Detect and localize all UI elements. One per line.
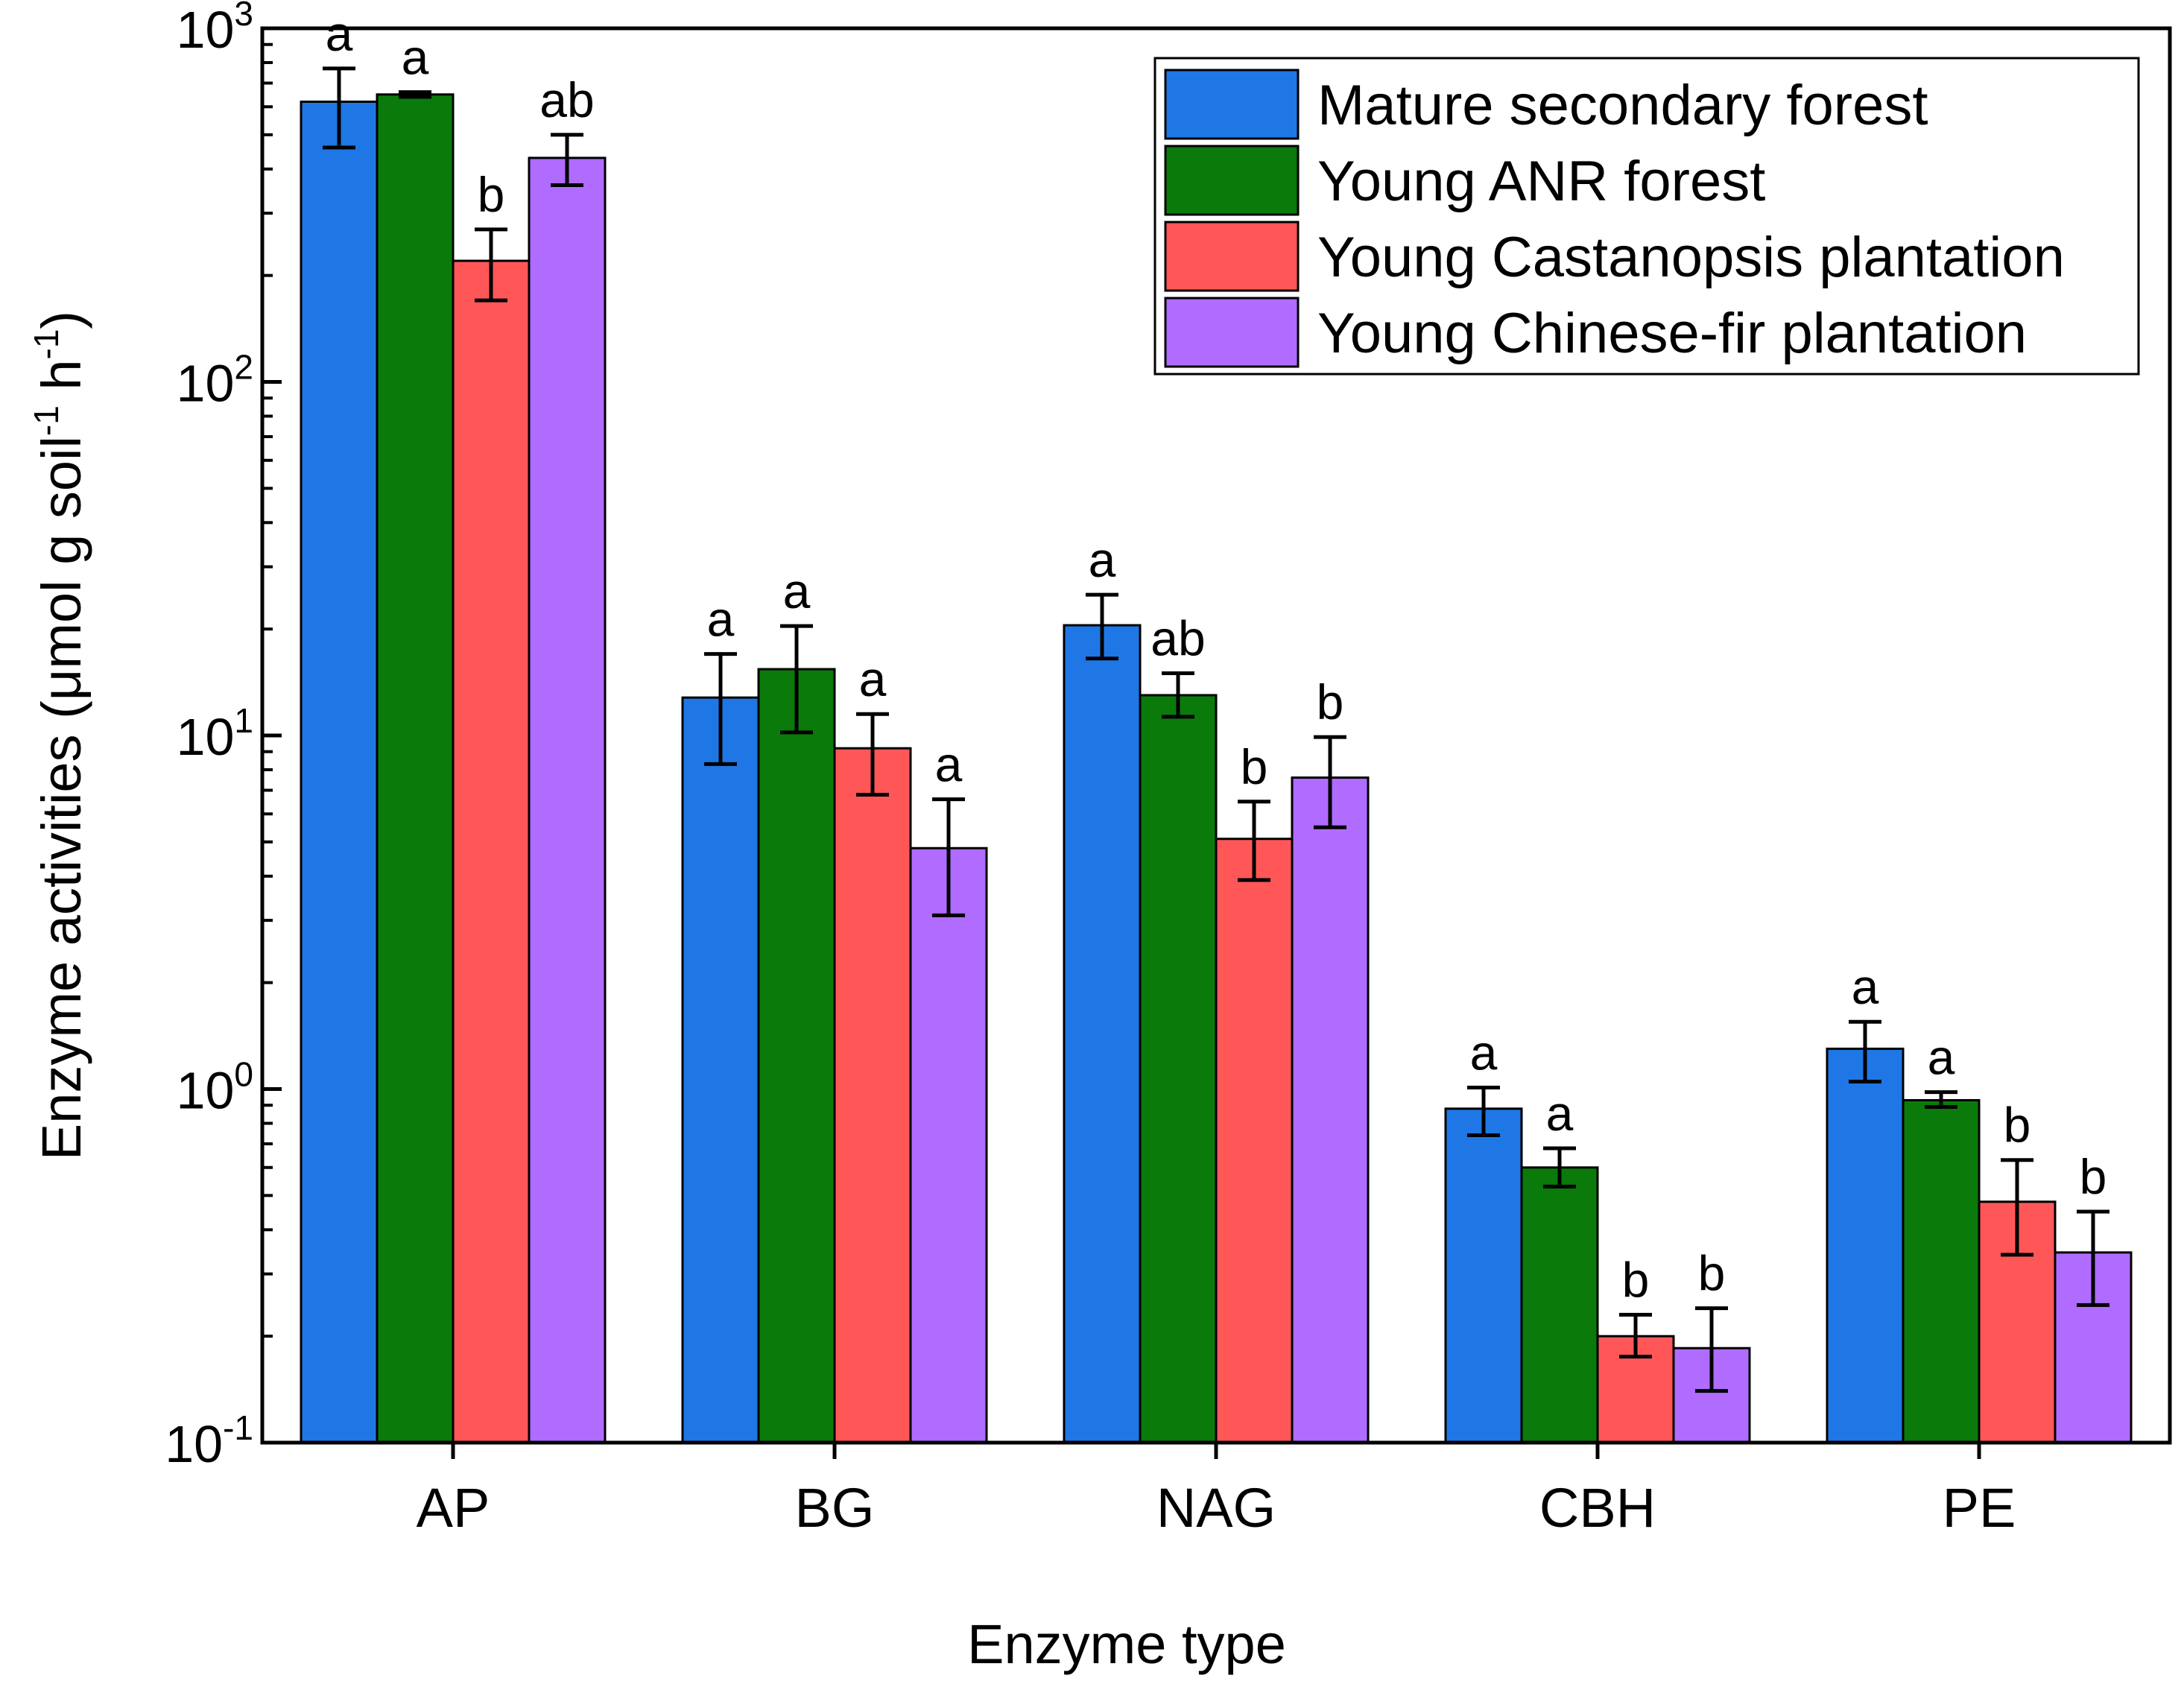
bar-nag-young-chinese-fir-plantation [1291, 776, 1370, 1444]
bar-nag-young-castanopsis-plantation [1215, 838, 1294, 1444]
x-tick-label-nag: NAG [1156, 1477, 1276, 1539]
error-bars-layer [323, 66, 2109, 1393]
bar-pe-young-anr-forest [1902, 1098, 1981, 1444]
significance-letter-nag-young-castanopsis-plantation: b [1241, 739, 1268, 794]
bar-ap-young-anr-forest [376, 93, 455, 1444]
x-axis: AP BG NAG CBH PE [417, 1443, 2016, 1539]
bar-ap-mature-secondary-forest [300, 101, 379, 1444]
y-axis-title-main: Enzyme activities (μmol g soil [31, 436, 92, 1160]
legend: Mature secondary forest Young ANR forest Y… [1153, 57, 2140, 376]
significance-letter-pe-young-anr-forest: a [1928, 1030, 1955, 1085]
y-tick-label-base: 10 [177, 1062, 235, 1120]
significance-letter-nag-young-chinese-fir-plantation: b [1317, 674, 1344, 730]
significance-letter-bg-mature-secondary-forest: a [707, 592, 735, 647]
y-tick-label: 103 [177, 0, 253, 59]
bar-cbh-mature-secondary-forest [1444, 1107, 1523, 1444]
significance-letter-cbh-mature-secondary-forest: a [1470, 1025, 1498, 1080]
y-tick-label-base: 10 [177, 355, 235, 413]
y-tick-label: 100 [177, 1055, 253, 1120]
legend-swatch-young-castanopsis-plantation [1164, 221, 1300, 292]
y-axis-title-end: ) [31, 311, 92, 329]
y-tick-label-exponent: 0 [234, 1055, 253, 1094]
y-axis-title-sup2: -1 [27, 329, 66, 360]
bar-nag-mature-secondary-forest [1063, 624, 1142, 1444]
legend-label-young-anr-forest: Young ANR forest [1317, 150, 1765, 213]
y-tick-label: 102 [177, 348, 253, 413]
significance-letter-cbh-young-chinese-fir-plantation: b [1698, 1246, 1726, 1301]
bar-bg-young-chinese-fir-plantation [909, 846, 988, 1444]
significance-letter-pe-young-castanopsis-plantation: b [2004, 1098, 2031, 1153]
bar-bg-young-castanopsis-plantation [833, 747, 912, 1444]
x-tick-label-ap: AP [417, 1477, 490, 1539]
y-tick-label: 101 [177, 701, 253, 766]
bar-ap-young-chinese-fir-plantation [528, 156, 607, 1444]
y-tick-label-exponent: 3 [234, 0, 253, 33]
legend-swatch-young-anr-forest [1164, 145, 1300, 216]
y-tick-label-exponent: -1 [223, 1408, 253, 1447]
x-tick-label-pe: PE [1943, 1477, 2016, 1539]
x-tick-label-cbh: CBH [1539, 1477, 1656, 1539]
x-tick-label-bg: BG [795, 1477, 875, 1539]
significance-letter-pe-mature-secondary-forest: a [1852, 959, 1879, 1014]
y-tick-label-base: 10 [177, 1, 235, 59]
legend-label-young-chinese-fir-plantation: Young Chinese-fir plantation [1317, 302, 2027, 365]
y-axis-title-sup1: -1 [27, 405, 66, 436]
legend-swatch-mature-secondary-forest [1164, 69, 1300, 140]
significance-letter-nag-young-anr-forest: ab [1150, 610, 1205, 665]
significance-letter-bg-young-chinese-fir-plantation: a [935, 737, 963, 792]
y-axis-title: Enzyme activities (μmol g soil-1 h-1) [27, 311, 92, 1160]
bar-pe-mature-secondary-forest [1826, 1047, 1905, 1444]
significance-letter-cbh-young-castanopsis-plantation: b [1622, 1252, 1650, 1307]
significance-letter-cbh-young-anr-forest: a [1546, 1086, 1574, 1141]
legend-label-mature-secondary-forest: Mature secondary forest [1317, 74, 1928, 137]
legend-box [1153, 57, 2140, 376]
y-tick-label-base: 10 [177, 708, 235, 766]
significance-letter-bg-young-castanopsis-plantation: a [859, 651, 887, 706]
significance-letter-ap-young-chinese-fir-plantation: ab [539, 72, 594, 127]
y-axis-title-mid: h [31, 359, 92, 405]
x-axis-title: Enzyme type [967, 1613, 1286, 1675]
bar-cbh-young-anr-forest [1520, 1166, 1599, 1444]
y-tick-label: 10-1 [165, 1408, 253, 1473]
significance-letter-ap-mature-secondary-forest: a [326, 6, 353, 61]
bar-bg-mature-secondary-forest [681, 696, 760, 1444]
y-tick-label-base: 10 [165, 1415, 223, 1473]
y-tick-label-exponent: 1 [234, 701, 253, 740]
significance-letter-ap-young-anr-forest: a [402, 30, 429, 85]
bars-layer [300, 93, 2133, 1444]
significance-letter-nag-mature-secondary-forest: a [1089, 532, 1116, 587]
legend-label-young-castanopsis-plantation: Young Castanopsis plantation [1317, 226, 2065, 289]
y-tick-label-exponent: 2 [234, 348, 253, 387]
bar-bg-young-anr-forest [757, 668, 836, 1444]
significance-letter-bg-young-anr-forest: a [783, 563, 811, 618]
bar-nag-young-anr-forest [1139, 694, 1218, 1444]
significance-letter-pe-young-chinese-fir-plantation: b [2080, 1149, 2107, 1204]
significance-letter-ap-young-castanopsis-plantation: b [478, 167, 505, 222]
legend-swatch-young-chinese-fir-plantation [1164, 297, 1300, 368]
bar-ap-young-castanopsis-plantation [452, 259, 531, 1444]
